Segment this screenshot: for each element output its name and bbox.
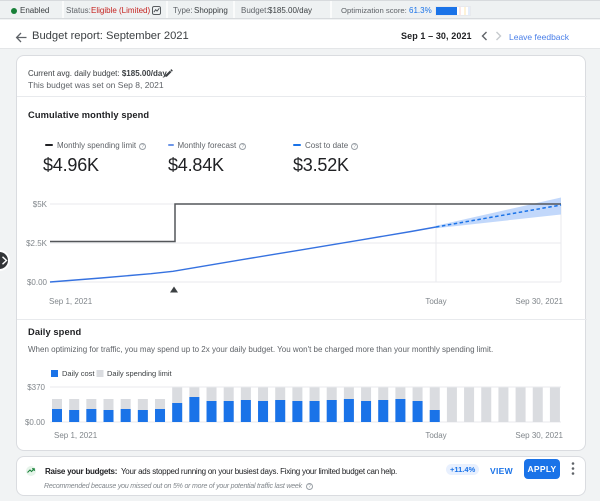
svg-text:$0.00: $0.00	[27, 278, 48, 287]
svg-text:Daily spending limit: Daily spending limit	[107, 369, 173, 378]
svg-text:$5K: $5K	[33, 200, 48, 209]
svg-text:$0.00: $0.00	[25, 418, 46, 427]
svg-text:$370: $370	[27, 383, 45, 392]
svg-text:Sep 1, 2021: Sep 1, 2021	[54, 431, 98, 440]
svg-text:Sep 30, 2021: Sep 30, 2021	[515, 297, 563, 306]
svg-text:Sep 1, 2021: Sep 1, 2021	[49, 297, 93, 306]
svg-text:$2.5K: $2.5K	[26, 239, 48, 248]
svg-text:Daily cost: Daily cost	[62, 369, 95, 378]
svg-text:Sep 30, 2021: Sep 30, 2021	[515, 431, 563, 440]
svg-text:Today: Today	[425, 297, 446, 306]
svg-text:Today: Today	[425, 431, 446, 440]
